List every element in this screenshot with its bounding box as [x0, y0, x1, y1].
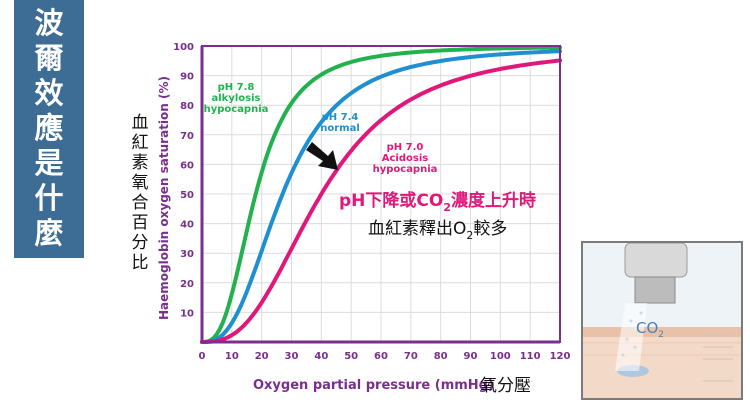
x-tick-label: 120 [550, 351, 571, 362]
x-tick-label: 60 [374, 351, 388, 362]
y-tick-label: 10 [180, 308, 194, 319]
x-tick-label: 40 [314, 351, 328, 362]
annotation-line-1: pH下降或CO2濃度上升時 [339, 190, 536, 214]
grid [202, 46, 560, 342]
x-tick-label: 70 [404, 351, 418, 362]
y-axis-label-cn-char: 紅 [132, 133, 149, 153]
shift-arrow-icon [306, 142, 338, 170]
y-tick-label: 50 [180, 190, 194, 201]
x-tick-label: 80 [434, 351, 448, 362]
side-title-char: 應 [34, 111, 64, 145]
curves [200, 45, 562, 344]
y-tick-label: 20 [180, 279, 194, 290]
side-title: 波爾效應是什麼 [14, 0, 84, 258]
y-tick-label: 90 [180, 72, 194, 83]
co2-label: CO2 [636, 319, 665, 340]
series-curve-1 [200, 49, 562, 344]
series-label-1: pH 7.4 normal [320, 112, 360, 134]
side-title-char: 效 [34, 76, 64, 110]
x-tick-label: 10 [225, 351, 239, 362]
x-tick-label: 100 [490, 351, 511, 362]
side-title-char: 波 [34, 6, 64, 40]
y-axis-label-cn-char: 血 [132, 113, 149, 133]
y-axis-label-cn-char: 分 [132, 233, 149, 253]
y-axis-label: Haemoglobin oxygen saturation (%) [157, 76, 171, 320]
series-label-2: pH 7.0 Acidosis hypocapnia [373, 142, 438, 175]
annotation-line-2: 血紅素釋出O2較多 [368, 219, 507, 242]
y-tick-label: 30 [180, 249, 194, 260]
tick-labels: 0 10 20 30 40 50 60 70 80 90 100 110 120 10 20 30 40 50 60… [173, 42, 570, 362]
y-axis-label-cn-char: 素 [132, 153, 149, 173]
side-title-char: 什 [34, 181, 64, 215]
skin-co2-illustration: CO2 [581, 241, 743, 400]
side-title-char: 麼 [34, 216, 64, 250]
series-labels: pH 7.8 alkylosis hypocapnia pH 7.4 normal pH … [204, 82, 438, 175]
y-tick-label: 70 [180, 131, 194, 142]
y-tick-label: 40 [180, 220, 194, 231]
x-tick-label: 90 [464, 351, 478, 362]
y-axis-label-cn-char: 百 [132, 213, 149, 233]
y-tick-label: 60 [180, 160, 194, 171]
skin-diagram-icon [583, 243, 741, 398]
x-tick-label: 30 [285, 351, 299, 362]
x-axis-label-cn: 氧分壓 [480, 376, 531, 396]
side-title-char: 爾 [34, 41, 64, 75]
side-title-char: 是 [34, 146, 64, 180]
y-tick-label: 80 [180, 101, 194, 112]
series-label-0: pH 7.8 alkylosis hypocapnia [204, 82, 269, 115]
x-tick-label: 0 [199, 351, 206, 362]
y-tick-label: 100 [173, 42, 194, 53]
x-tick-label: 20 [255, 351, 269, 362]
series-curve-2 [200, 58, 562, 344]
y-axis-label-cn-char: 合 [132, 193, 149, 213]
axes [200, 45, 561, 344]
y-axis-label-cn-char: 比 [132, 253, 149, 273]
x-axis-label: Oxygen partial pressure (mmHg) [253, 378, 494, 393]
x-tick-label: 50 [344, 351, 358, 362]
series-curve-0 [200, 45, 562, 344]
x-tick-label: 110 [520, 351, 541, 362]
y-axis-label-cn-char: 氧 [132, 173, 149, 193]
